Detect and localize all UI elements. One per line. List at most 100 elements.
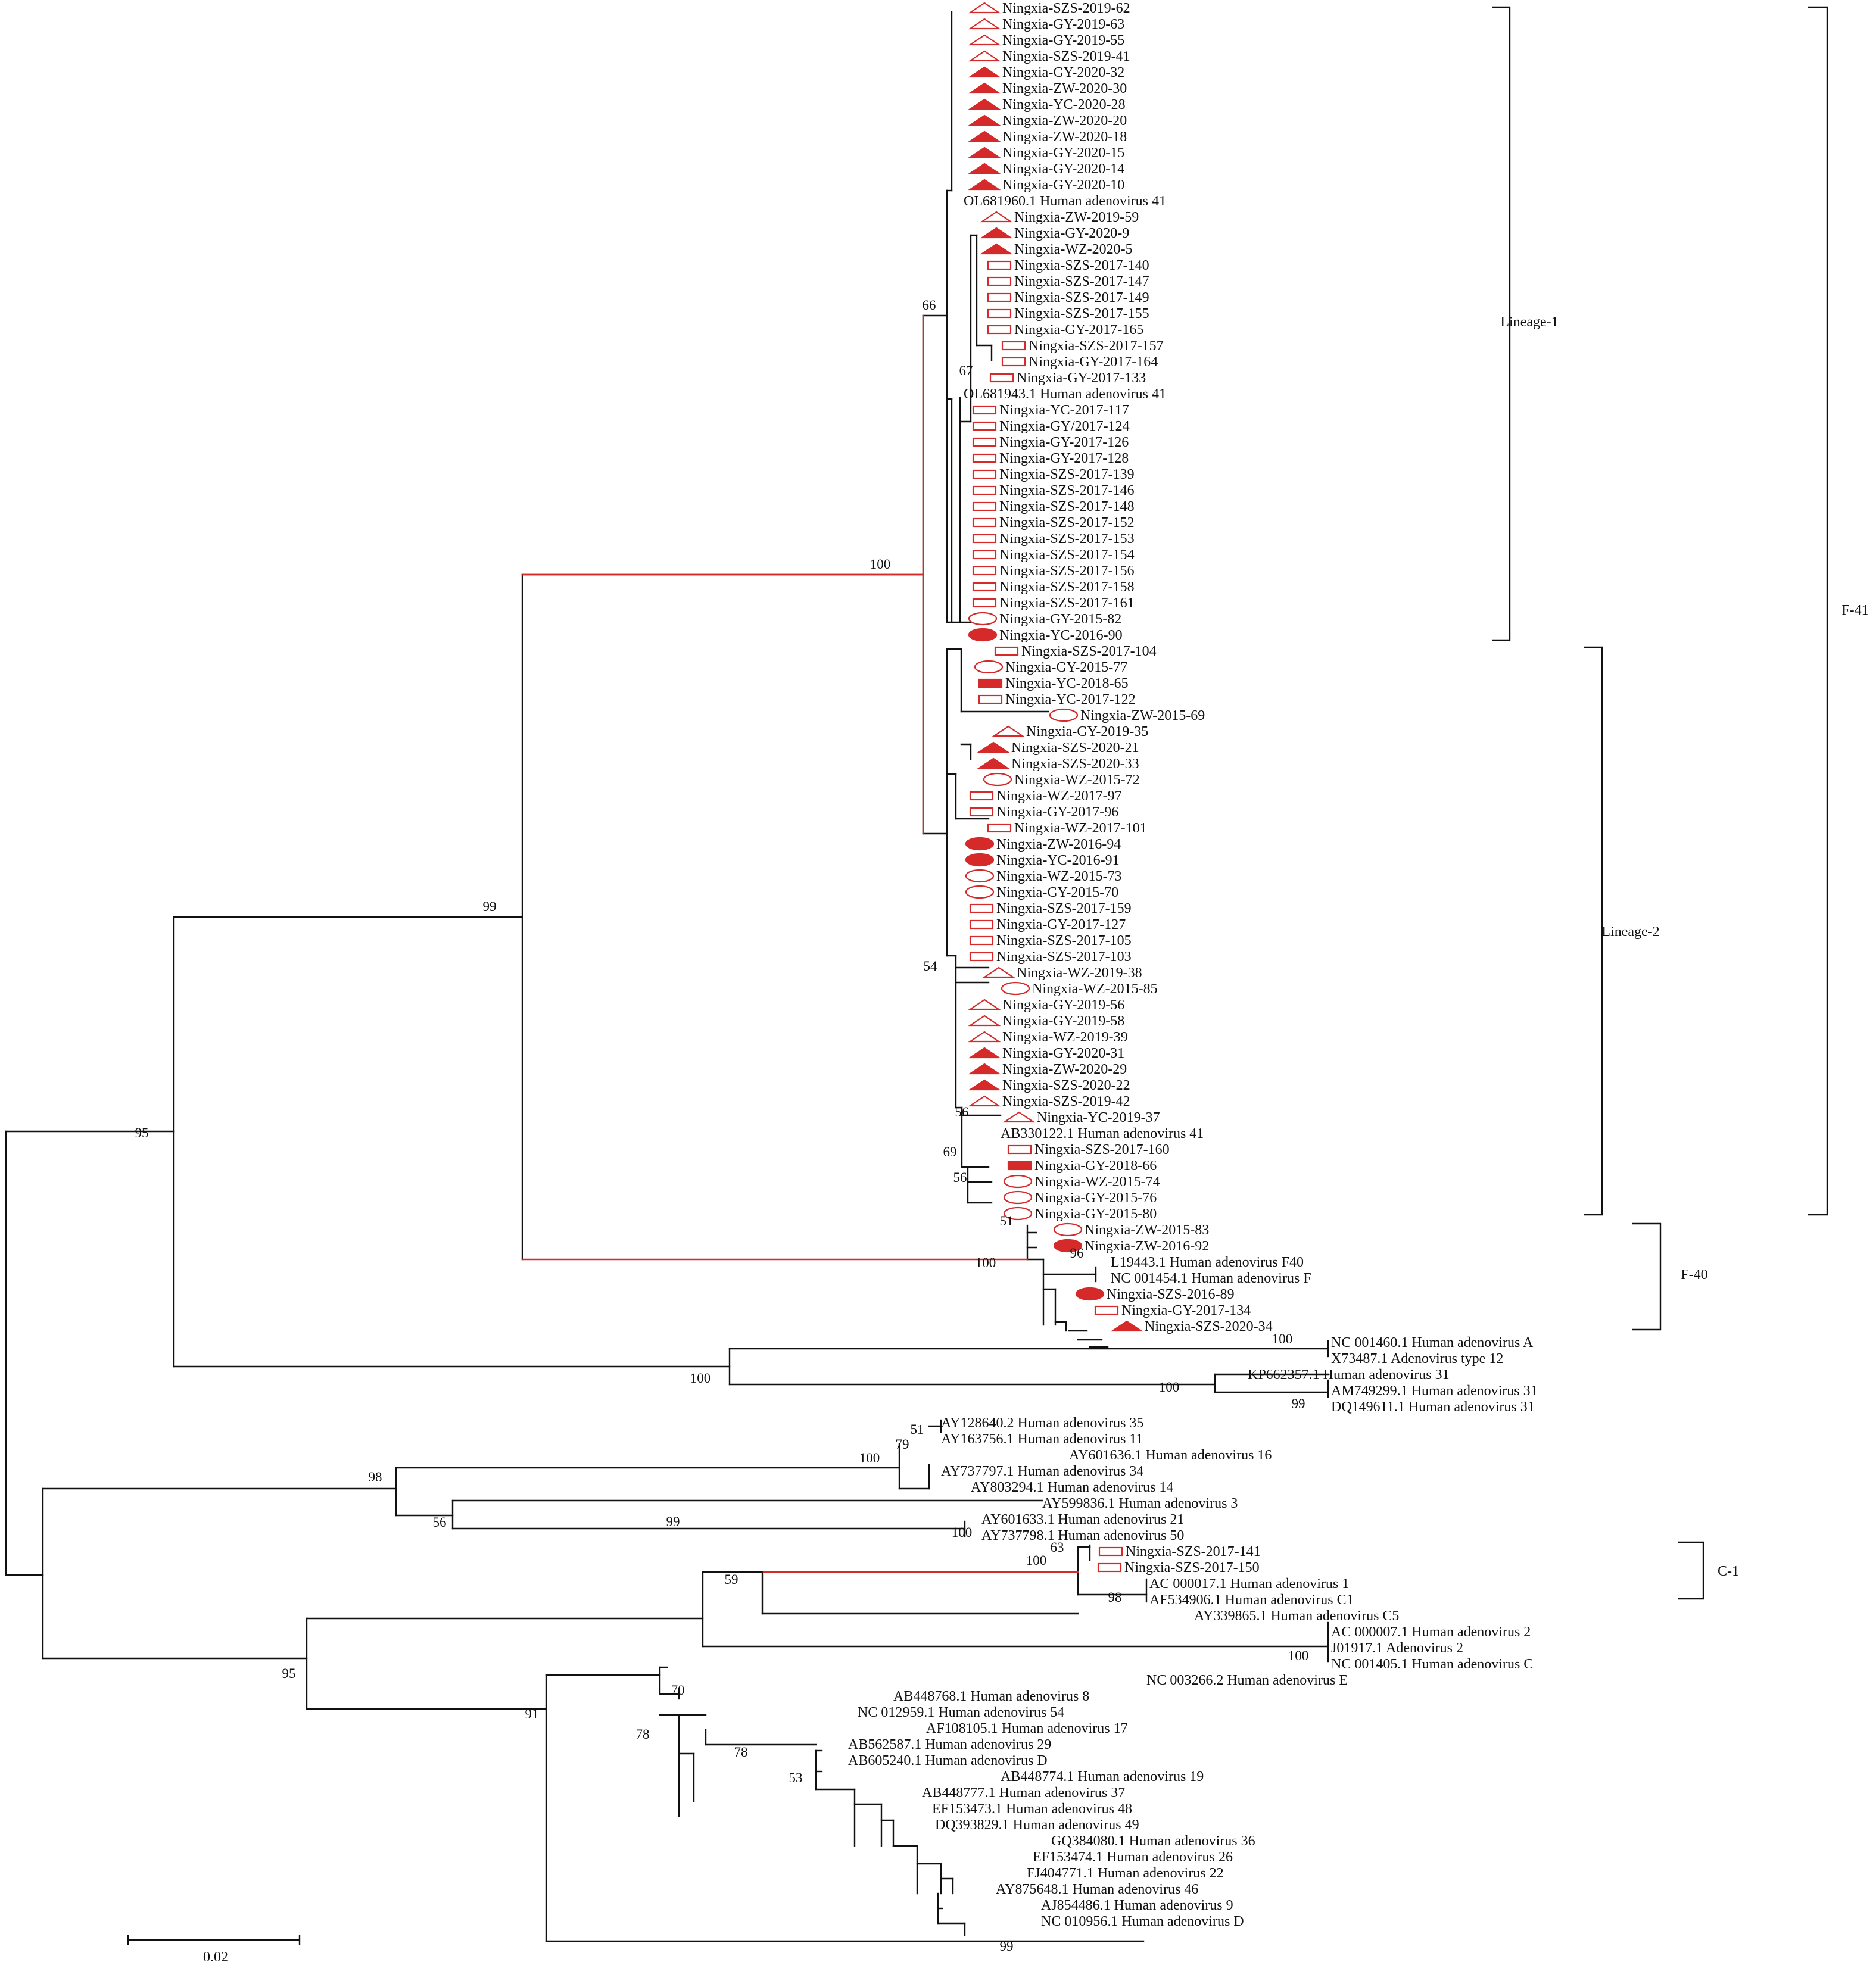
rectangle-marker bbox=[972, 566, 997, 576]
leaf-label: NC 012959.1 Human adenovirus 54 bbox=[858, 1705, 1064, 1720]
bootstrap-value: 100 bbox=[870, 557, 891, 572]
leaf-label: Ningxia-YC-2016-91 bbox=[996, 853, 1120, 868]
leaf-label: Ningxia-SZS-2017-148 bbox=[999, 499, 1135, 514]
rectangle-marker bbox=[969, 935, 994, 946]
bootstrap-value: 78 bbox=[734, 1745, 748, 1760]
leaf-label: Ningxia-SZS-2017-141 bbox=[1126, 1544, 1261, 1559]
clade-bracket bbox=[1678, 1541, 1704, 1600]
bootstrap-labels: 95 99 100 66 67 54 56 69 56 51 100 96 100 100 100 99 98 1… bbox=[135, 298, 1309, 1954]
leaf-label: Ningxia-ZW-2020-18 bbox=[1002, 129, 1127, 145]
rectangle-marker bbox=[978, 678, 1003, 688]
leaf-label: Ningxia-GY-2017-164 bbox=[1029, 354, 1158, 370]
leaf-label: Ningxia-GY-2017-126 bbox=[999, 435, 1129, 450]
rectangle-marker bbox=[987, 276, 1012, 286]
leaf-label: Ningxia-SZS-2017-156 bbox=[999, 563, 1135, 579]
leaf-label: AC 000017.1 Human adenovirus 1 bbox=[1149, 1576, 1349, 1592]
bootstrap-value: 54 bbox=[924, 959, 938, 974]
leaf-label: Ningxia-WZ-2017-97 bbox=[996, 788, 1122, 804]
rectangle-marker bbox=[969, 952, 994, 962]
leaf-label: Ningxia-SZS-2019-42 bbox=[1002, 1094, 1130, 1109]
bootstrap-value: 100 bbox=[1272, 1331, 1293, 1346]
bootstrap-value: 100 bbox=[976, 1255, 996, 1270]
leaf-label: Ningxia-YC-2020-28 bbox=[1002, 97, 1126, 113]
leaf-label: AB605240.1 Human adenovirus D bbox=[848, 1753, 1048, 1768]
bootstrap-value: 56 bbox=[433, 1515, 447, 1530]
leaf-label: Ningxia-ZW-2016-92 bbox=[1085, 1239, 1209, 1254]
leaf-label: NC 001460.1 Human adenovirus A bbox=[1331, 1335, 1534, 1350]
leaf-label: AY601636.1 Human adenovirus 16 bbox=[1069, 1448, 1272, 1463]
leaf-label: Ningxia-YC-2016-90 bbox=[999, 628, 1123, 643]
leaf-label: Ningxia-SZS-2017-153 bbox=[999, 531, 1135, 547]
rectangle-marker bbox=[987, 292, 1012, 302]
leaf-label: Ningxia-GY-2017-127 bbox=[996, 917, 1126, 932]
bootstrap-value: 96 bbox=[1070, 1246, 1084, 1261]
bootstrap-value: 98 bbox=[369, 1470, 382, 1484]
leaf-label: OL681960.1 Human adenovirus 41 bbox=[964, 194, 1166, 209]
leaf-label: Ningxia-SZS-2017-103 bbox=[996, 949, 1132, 965]
leaf-label: AB448768.1 Human adenovirus 8 bbox=[893, 1689, 1089, 1704]
leaf-label: AY163756.1 Human adenovirus 11 bbox=[941, 1431, 1143, 1447]
bootstrap-value: 70 bbox=[671, 1683, 685, 1698]
leaf-label: AB448774.1 Human adenovirus 19 bbox=[1001, 1769, 1204, 1785]
bootstrap-value: 95 bbox=[282, 1666, 296, 1681]
triangle-marker bbox=[968, 1031, 1001, 1043]
rectangle-marker bbox=[987, 260, 1012, 270]
ellipse-marker bbox=[965, 869, 995, 883]
leaf-label: Ningxia-SZS-2017-160 bbox=[1034, 1142, 1170, 1158]
leaf-label: J01917.1 Adenovirus 2 bbox=[1331, 1640, 1463, 1656]
triangle-marker bbox=[977, 741, 1010, 753]
ellipse-marker bbox=[968, 612, 998, 626]
leaf-label: Ningxia-GY-2019-55 bbox=[1002, 33, 1124, 48]
ellipse-marker bbox=[965, 853, 995, 867]
rectangle-marker bbox=[972, 598, 997, 608]
leaf-label: Ningxia-SZS-2016-89 bbox=[1107, 1287, 1235, 1302]
triangle-marker bbox=[968, 163, 1001, 174]
clade-label-f-40: F-40 bbox=[1681, 1267, 1707, 1283]
leaf-label: Ningxia-GY-2015-80 bbox=[1034, 1206, 1157, 1222]
leaf-label: Ningxia-YC-2017-117 bbox=[999, 403, 1129, 418]
scale-bar-label: 0.02 bbox=[203, 1950, 228, 1965]
leaf-label: AY339865.1 Human adenovirus C5 bbox=[1194, 1608, 1399, 1624]
leaf-label: NC 001405.1 Human adenovirus C bbox=[1331, 1657, 1533, 1672]
rectangle-marker bbox=[1098, 1546, 1123, 1557]
sample-markers bbox=[965, 2, 1143, 1573]
ellipse-marker bbox=[1001, 981, 1030, 996]
triangle-marker bbox=[968, 1095, 1001, 1107]
leaf-label: Ningxia-GY-2019-56 bbox=[1002, 997, 1124, 1013]
triangle-marker bbox=[968, 1047, 1001, 1059]
leaf-label: AY601633.1 Human adenovirus 21 bbox=[981, 1512, 1184, 1527]
rectangle-marker bbox=[972, 582, 997, 592]
leaf-label: GQ384080.1 Human adenovirus 36 bbox=[1051, 1833, 1255, 1849]
leaf-label: Ningxia-WZ-2015-74 bbox=[1034, 1174, 1160, 1190]
rectangle-marker bbox=[987, 308, 1012, 319]
leaf-label: FJ404771.1 Human adenovirus 22 bbox=[1027, 1866, 1224, 1881]
leaf-label: NC 001454.1 Human adenovirus F bbox=[1111, 1271, 1311, 1286]
ellipse-marker bbox=[1075, 1287, 1105, 1301]
leaf-label: Ningxia-SZS-2019-41 bbox=[1002, 49, 1130, 64]
rectangle-marker bbox=[972, 517, 997, 528]
leaf-label: Ningxia-GY-2020-14 bbox=[1002, 161, 1124, 177]
leaf-label: Ningxia-SZS-2020-34 bbox=[1145, 1319, 1273, 1334]
bootstrap-value: 56 bbox=[955, 1105, 969, 1119]
triangle-marker bbox=[968, 179, 1001, 191]
rectangle-marker bbox=[987, 325, 1012, 335]
clade-label-lineage-1: Lineage-1 bbox=[1500, 314, 1558, 330]
leaf-label: Ningxia-GY-2020-31 bbox=[1002, 1046, 1124, 1061]
leaf-label: Ningxia-SZS-2017-146 bbox=[999, 483, 1135, 498]
bootstrap-value: 99 bbox=[666, 1514, 680, 1529]
triangle-marker bbox=[968, 114, 1001, 126]
leaf-label: Ningxia-SZS-2017-139 bbox=[999, 467, 1135, 482]
leaf-label: Ningxia-GY-2015-76 bbox=[1034, 1190, 1157, 1206]
bootstrap-value: 56 bbox=[953, 1170, 967, 1185]
bootstrap-value: 99 bbox=[483, 899, 497, 914]
ellipse-marker bbox=[1003, 1206, 1033, 1221]
leaf-label: Ningxia-SZS-2017-104 bbox=[1021, 644, 1157, 659]
leaf-label: Ningxia-GY-2019-35 bbox=[1026, 724, 1148, 740]
triangle-marker bbox=[968, 82, 1001, 94]
leaf-label: AY875648.1 Human adenovirus 46 bbox=[996, 1882, 1198, 1897]
leaf-label: Ningxia-YC-2018-65 bbox=[1005, 676, 1129, 691]
leaf-label: AB562587.1 Human adenovirus 29 bbox=[848, 1737, 1051, 1752]
rectangle-marker bbox=[972, 534, 997, 544]
bootstrap-value: 99 bbox=[1292, 1396, 1305, 1411]
bootstrap-value: 95 bbox=[135, 1125, 149, 1140]
